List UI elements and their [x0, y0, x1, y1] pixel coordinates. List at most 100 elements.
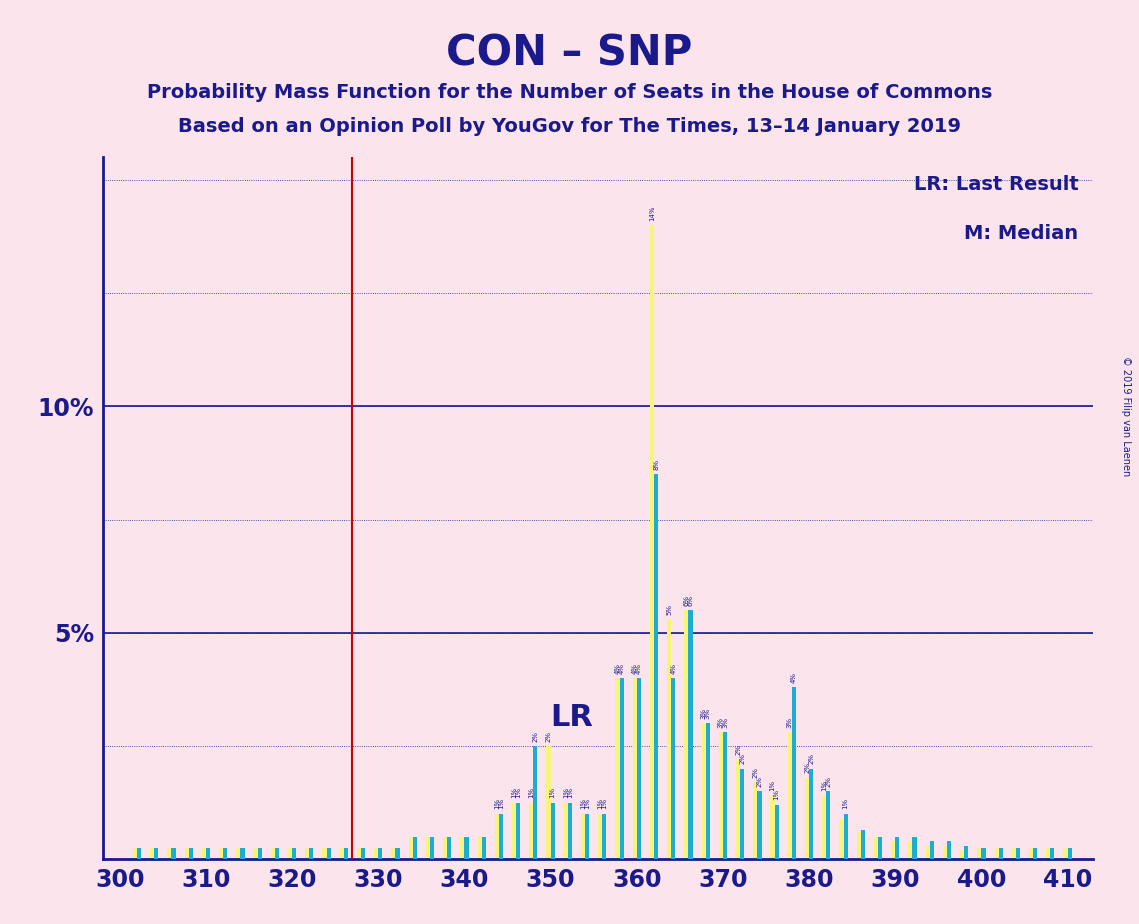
Bar [1029, 848, 1033, 859]
Bar [137, 848, 141, 859]
Text: 6%: 6% [688, 594, 694, 605]
Bar [271, 848, 274, 859]
Bar [667, 619, 671, 859]
Bar [395, 848, 400, 859]
Bar [908, 841, 912, 859]
Text: 1%: 1% [821, 780, 827, 791]
Bar [581, 814, 585, 859]
Text: 1%: 1% [601, 798, 607, 809]
Bar [637, 678, 641, 859]
Bar [788, 733, 792, 859]
Bar [912, 836, 917, 859]
Text: 1%: 1% [580, 798, 585, 809]
Text: 1%: 1% [528, 787, 534, 798]
Text: 1%: 1% [584, 798, 590, 809]
Bar [943, 845, 947, 859]
Bar [412, 836, 417, 859]
Text: 1%: 1% [770, 780, 776, 791]
Bar [361, 848, 366, 859]
Bar [999, 848, 1002, 859]
Text: 1%: 1% [563, 787, 568, 798]
Bar [1067, 848, 1072, 859]
Bar [826, 791, 830, 859]
Bar [994, 848, 999, 859]
Bar [516, 803, 521, 859]
Bar [723, 733, 727, 859]
Bar [477, 836, 482, 859]
Bar [133, 848, 137, 859]
Bar [460, 836, 465, 859]
Bar [172, 848, 175, 859]
Bar [926, 845, 929, 859]
Text: 3%: 3% [787, 717, 793, 728]
Bar [1011, 848, 1016, 859]
Bar [154, 848, 158, 859]
Bar [603, 814, 606, 859]
Bar [685, 610, 688, 859]
Bar [530, 803, 533, 859]
Bar [1050, 848, 1055, 859]
Text: 4%: 4% [618, 663, 624, 674]
Bar [929, 841, 934, 859]
Bar [844, 814, 847, 859]
Bar [482, 836, 486, 859]
Text: 1%: 1% [773, 789, 780, 800]
Bar [189, 848, 192, 859]
Bar [533, 746, 538, 859]
Bar [706, 723, 710, 859]
Bar [392, 848, 395, 859]
Bar [874, 836, 878, 859]
Bar [322, 848, 327, 859]
Text: 2%: 2% [735, 744, 741, 755]
Text: 1%: 1% [843, 798, 849, 809]
Bar [547, 746, 550, 859]
Bar [654, 474, 658, 859]
Bar [719, 733, 723, 859]
Bar [327, 848, 330, 859]
Text: 14%: 14% [649, 205, 655, 221]
Bar [254, 848, 257, 859]
Bar [219, 848, 223, 859]
Text: 3%: 3% [705, 708, 711, 719]
Bar [688, 610, 693, 859]
Text: LR: Last Result: LR: Last Result [913, 175, 1079, 194]
Bar [339, 848, 344, 859]
Bar [443, 836, 448, 859]
Text: 2%: 2% [809, 753, 814, 764]
Bar [792, 687, 796, 859]
Text: 1%: 1% [550, 787, 556, 798]
Text: 2%: 2% [753, 767, 759, 778]
Bar [809, 769, 813, 859]
Text: 1%: 1% [494, 798, 500, 809]
Text: 4%: 4% [614, 663, 621, 674]
Bar [236, 848, 240, 859]
Text: M: Median: M: Median [965, 224, 1079, 243]
Bar [960, 850, 965, 859]
Bar [429, 836, 434, 859]
Bar [568, 803, 572, 859]
Bar [770, 796, 775, 859]
Bar [305, 848, 310, 859]
Bar [671, 678, 675, 859]
Bar [1033, 848, 1038, 859]
Text: LR: LR [550, 703, 593, 733]
Bar [378, 848, 383, 859]
Bar [223, 848, 228, 859]
Bar [650, 225, 654, 859]
Bar [947, 841, 951, 859]
Bar [310, 848, 313, 859]
Text: CON – SNP: CON – SNP [446, 32, 693, 74]
Bar [878, 836, 883, 859]
Bar [167, 848, 172, 859]
Bar [740, 769, 744, 859]
Text: 4%: 4% [632, 663, 638, 674]
Bar [344, 848, 347, 859]
Bar [499, 814, 503, 859]
Text: 2%: 2% [532, 731, 539, 742]
Bar [615, 678, 620, 859]
Bar [775, 805, 779, 859]
Text: 3%: 3% [700, 708, 706, 719]
Bar [891, 841, 895, 859]
Bar [839, 819, 844, 859]
Text: 4%: 4% [670, 663, 677, 674]
